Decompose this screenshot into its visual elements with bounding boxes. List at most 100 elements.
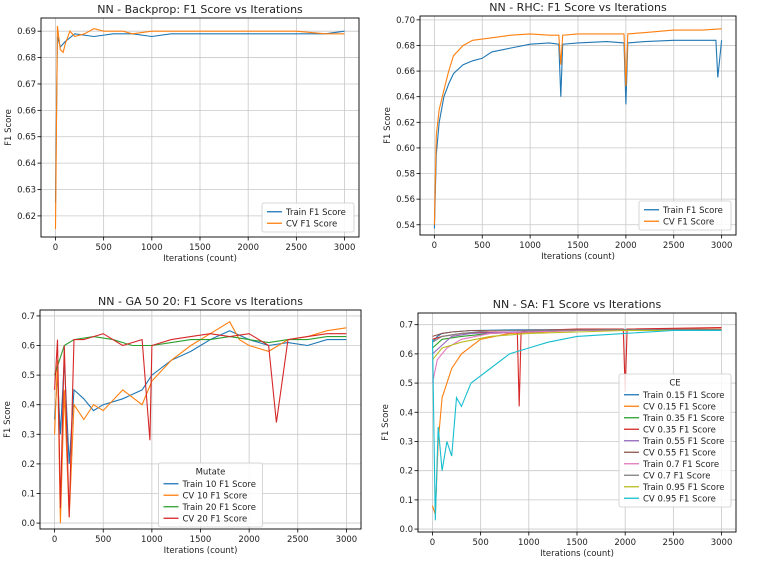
y-tick-label: 0.66 [396,67,415,77]
y-tick-label: 0.2 [21,460,35,470]
y-tick-label: 0.68 [396,41,415,51]
series-line-3 [54,336,347,376]
legend-box [158,462,263,528]
x-tick-label: 0 [52,535,57,545]
y-tick-label: 0.6 [21,342,35,352]
x-tick-label: 0 [430,538,435,548]
x-tick-label: 3000 [336,535,358,545]
x-tick-label: 1500 [190,535,212,545]
x-tick-label: 1500 [567,241,589,251]
series-line-8 [432,328,722,343]
legend-entry: CV F1 Score [286,219,337,229]
y-tick-label: 0.0 [399,525,413,535]
y-tick-label: 0.6 [399,350,413,360]
series-line-1 [54,30,345,203]
legend-box [261,202,355,233]
legend-entry: Train 0.7 F1 Score [642,460,719,470]
y-tick-label: 0.67 [17,80,36,90]
legend-box [618,373,732,508]
y-axis-label: F1 Score [3,401,13,438]
x-tick-label: 1000 [141,243,163,253]
x-tick-label: 2500 [663,538,685,548]
y-tick-label: 0.60 [396,144,415,154]
x-tick-label: 1000 [519,241,541,251]
y-tick-label: 0.62 [396,118,415,128]
legend-box [638,200,732,231]
y-tick-label: 0.0 [21,519,35,529]
y-tick-label: 0.7 [399,321,413,331]
y-tick-label: 0.4 [21,401,35,411]
x-axis-label: Iterations (count) [163,254,237,264]
chart-panel-3: NN - GA 50 20: F1 Score vs Iterations 0 50… [3,295,362,556]
legend-title: Mutate [196,468,226,478]
y-axis-label: F1 Score [381,404,391,441]
plot-frame [39,309,362,530]
x-axis-label: Iterations (count) [164,546,238,556]
x-tick-label: 2500 [663,241,685,251]
legend-entry: CV 0.7 F1 Score [643,471,710,481]
y-tick-label: 0.62 [17,212,36,222]
x-tick-label: 1500 [189,243,211,253]
y-tick-label: 0.5 [399,379,413,389]
y-tick-label: 0.3 [399,437,413,447]
chart-title: NN - Backprop: F1 Score vs Iterations [97,3,303,16]
series-line-2 [433,28,722,225]
y-tick-label: 0.2 [399,467,413,477]
y-tick-label: 0.54 [396,221,415,231]
chart-title: NN - SA: F1 Score vs Iterations [493,298,662,311]
legend-entry: CV 20 F1 Score [183,514,248,524]
chart-title: NN - GA 50 20: F1 Score vs Iterations [98,295,303,308]
x-tick-label: 2000 [614,538,636,548]
legend-entry: CV 0.35 F1 Score [643,425,716,435]
chart-panel-1: NN - Backprop: F1 Score vs Iterations 0 50… [4,3,360,264]
y-tick-label: 0.63 [17,186,36,196]
y-tick-label: 0.69 [17,27,36,37]
chart-panel-2: NN - RHC: F1 Score vs Iterations 0 500 1000… [383,1,737,262]
y-tick-label: 0.7 [21,312,35,322]
chart-panel-4: NN - SA: F1 Score vs Iterations 0 500 1000 1… [381,298,737,559]
x-tick-label: 1500 [566,538,588,548]
legend-entry: CV 0.95 F1 Score [643,494,716,504]
y-tick-label: 0.68 [17,54,36,64]
series-line-9 [432,329,722,361]
legend-entry: Train 10 F1 Score [182,480,256,490]
legend-entry: Train 0.95 F1 Score [642,483,725,493]
legend-entry: Train F1 Score [285,208,346,218]
x-tick-label: 2000 [238,535,260,545]
chart-title: NN - RHC: F1 Score vs Iterations [489,1,667,14]
legend-entry: Train 0.35 F1 Score [642,414,725,424]
legend-entry: CV 0.55 F1 Score [643,448,716,458]
x-tick-label: 500 [473,538,489,548]
x-tick-label: 500 [96,243,112,253]
y-tick-label: 0.1 [399,496,413,506]
y-tick-label: 0.4 [399,408,413,418]
plot-frame [40,17,360,238]
y-tick-label: 0.70 [396,16,415,26]
legend-entry: CV F1 Score [663,217,714,227]
series-line-1 [433,39,723,229]
plot-frame [419,15,737,236]
x-tick-label: 2000 [237,243,259,253]
x-tick-label: 2500 [287,535,309,545]
y-tick-label: 0.65 [17,133,36,143]
y-tick-label: 0.3 [21,430,35,440]
y-axis-label: F1 Score [383,107,393,144]
y-tick-label: 0.58 [396,170,415,180]
x-tick-label: 500 [474,241,490,251]
x-tick-label: 1000 [518,538,540,548]
legend-entry: Train 0.55 F1 Score [642,437,725,447]
y-tick-label: 0.56 [396,195,415,205]
legend-entry: Train F1 Score [662,206,723,216]
x-tick-label: 0 [432,241,437,251]
x-axis-label: Iterations (count) [540,549,614,559]
plot-frame [417,312,737,533]
y-tick-label: 0.64 [17,159,36,169]
y-tick-label: 0.64 [396,93,415,103]
legend-entry: CV 10 F1 Score [183,491,248,501]
x-tick-label: 3000 [711,538,733,548]
x-tick-label: 3000 [334,243,356,253]
series-line-10 [431,329,722,521]
x-tick-label: 1000 [141,535,163,545]
